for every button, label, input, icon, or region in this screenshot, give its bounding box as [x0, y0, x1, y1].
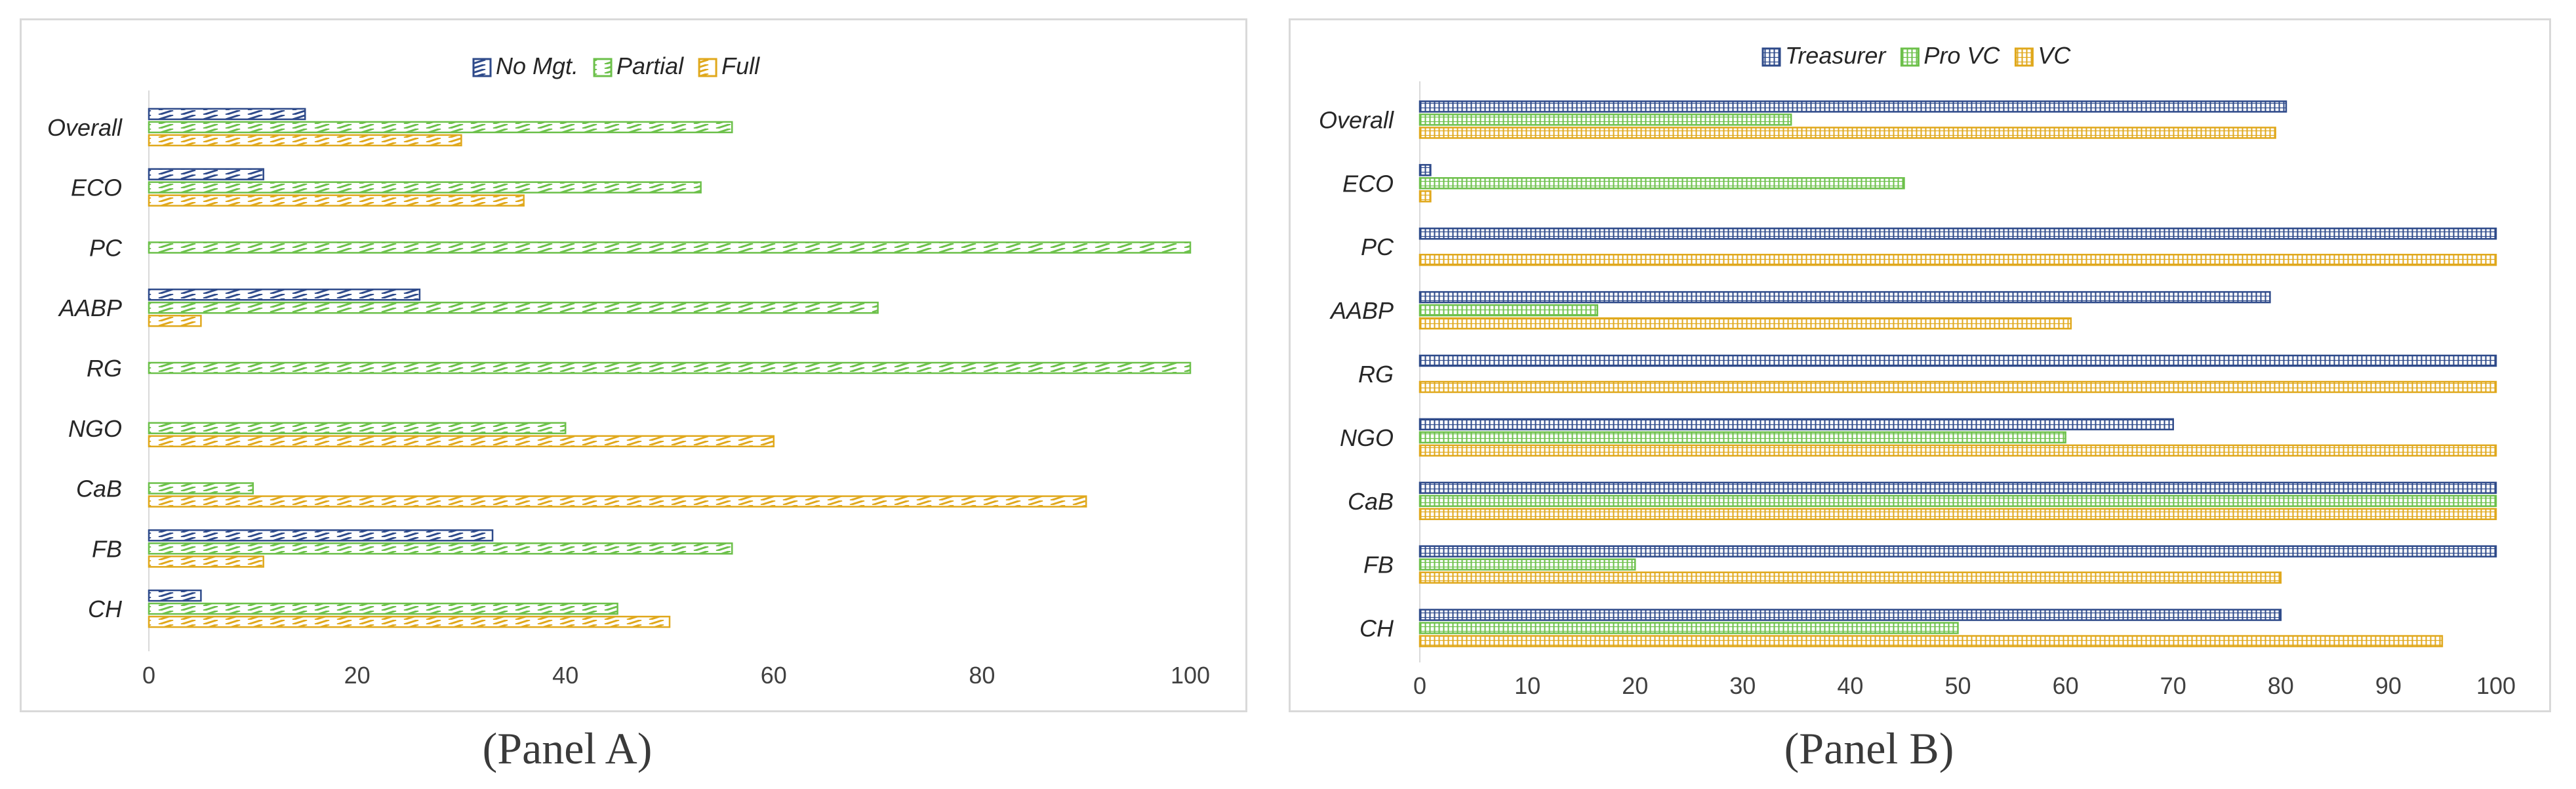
bar-no-mgt-fb	[148, 529, 494, 542]
x-tick-label: 90	[2375, 672, 2402, 699]
category-label: Overall	[1319, 106, 1394, 133]
category-label: RG	[1358, 361, 1394, 388]
bar-pro-vc-cab	[1419, 495, 2497, 508]
x-tick-label: 60	[2053, 672, 2079, 699]
bar-treasurer-overall	[1419, 100, 2287, 113]
category-label: PC	[1361, 233, 1394, 260]
bar-pro-vc-ch	[1419, 622, 1959, 634]
bar-pro-vc-fb	[1419, 558, 1636, 571]
bar-pro-vc-ngo	[1419, 431, 2066, 444]
bar-vc-cab	[1419, 508, 2497, 521]
category-label: AABP	[1329, 297, 1394, 324]
category-label: NGO	[1340, 424, 1394, 451]
legend-label: VC	[2038, 42, 2071, 69]
category-label: ECO	[71, 174, 122, 201]
bar-partial-eco	[148, 181, 702, 193]
legend-swatch	[1761, 47, 1781, 67]
x-tick-label: 30	[1729, 672, 1756, 699]
bar-treasurer-pc	[1419, 227, 2497, 240]
bar-treasurer-aabp	[1419, 291, 2271, 304]
category-label: PC	[89, 234, 123, 261]
bar-full-eco	[148, 194, 525, 207]
bar-partial-pc	[148, 241, 1192, 254]
x-tick-label: 10	[1514, 672, 1540, 699]
legend-label: Full	[721, 52, 760, 79]
bar-no-mgt-aabp	[148, 288, 421, 301]
bar-vc-ngo	[1419, 444, 2497, 457]
legend-swatch	[472, 58, 492, 77]
bar-partial-ch	[148, 602, 618, 615]
legend-label: Pro VC	[1923, 42, 2000, 69]
bar-vc-aabp	[1419, 317, 2072, 330]
category-label: RG	[87, 355, 122, 382]
bar-pro-vc-overall	[1419, 113, 1792, 126]
panel-b-caption: (Panel B)	[1784, 723, 1954, 773]
bar-vc-overall	[1419, 127, 2276, 139]
category-label: CaB	[1348, 488, 1394, 515]
panel-a-caption: (Panel A)	[482, 723, 653, 773]
x-tick-label: 0	[142, 662, 155, 689]
category-label: CH	[88, 596, 123, 622]
bar-partial-fb	[148, 542, 733, 555]
bar-no-mgt-eco	[148, 168, 264, 180]
bar-vc-ch	[1419, 635, 2444, 647]
category-label: CH	[1359, 615, 1394, 642]
category-label: AABP	[58, 294, 122, 321]
bar-treasurer-ngo	[1419, 418, 2174, 431]
category-label: NGO	[68, 415, 122, 442]
legend-label: No Mgt.	[496, 52, 578, 79]
bar-partial-overall	[148, 121, 733, 134]
bar-partial-cab	[148, 482, 254, 495]
category-label: FB	[1363, 552, 1394, 578]
legend-label: Treasurer	[1785, 42, 1887, 69]
bar-vc-eco	[1419, 190, 1432, 203]
category-label: Overall	[47, 114, 123, 141]
category-label: ECO	[1342, 170, 1394, 197]
legend-swatch	[1900, 47, 1920, 67]
bar-full-ngo	[148, 435, 775, 448]
bar-full-fb	[148, 556, 264, 568]
x-tick-label: 100	[2476, 672, 2516, 699]
category-label: CaB	[76, 475, 122, 502]
bar-treasurer-cab	[1419, 481, 2497, 495]
bar-partial-ngo	[148, 422, 567, 435]
legend-label: Partial	[616, 52, 684, 79]
bar-treasurer-rg	[1419, 354, 2497, 367]
bar-partial-rg	[148, 361, 1192, 374]
legend-swatch	[2014, 47, 2034, 67]
x-tick-label: 100	[1171, 662, 1210, 689]
x-tick-label: 40	[1837, 672, 1863, 699]
legend-swatch	[698, 58, 717, 77]
bar-treasurer-ch	[1419, 609, 2282, 621]
bar-treasurer-eco	[1419, 164, 1432, 176]
x-tick-label: 20	[1622, 672, 1648, 699]
bar-partial-aabp	[148, 301, 879, 314]
x-tick-label: 80	[2268, 672, 2294, 699]
bar-vc-rg	[1419, 380, 2497, 394]
bar-vc-pc	[1419, 253, 2497, 266]
bar-full-ch	[148, 615, 671, 628]
bar-full-cab	[148, 495, 1087, 508]
x-tick-label: 60	[761, 662, 787, 689]
bar-treasurer-fb	[1419, 545, 2497, 557]
bar-full-aabp	[148, 314, 202, 327]
legend-swatch	[593, 58, 613, 77]
bar-vc-fb	[1419, 571, 2282, 584]
bar-pro-vc-aabp	[1419, 304, 1599, 317]
x-tick-label: 80	[969, 662, 995, 689]
x-tick-label: 20	[344, 662, 371, 689]
panel-b-chart: Overall ECO PC AABP RG NGO CaB FB CH 0 10 20 30 40 50 6…	[1319, 42, 2516, 699]
bar-full-overall	[148, 134, 462, 147]
x-tick-label: 50	[1944, 672, 1971, 699]
x-tick-label: 70	[2160, 672, 2186, 699]
bar-no-mgt-overall	[148, 108, 306, 121]
x-tick-label: 40	[552, 662, 578, 689]
x-tick-label: 0	[1413, 672, 1426, 699]
bar-no-mgt-ch	[148, 589, 202, 602]
bar-pro-vc-eco	[1419, 177, 1905, 190]
category-label: FB	[92, 535, 122, 562]
panel-a-chart: Overall ECO PC AABP RG NGO CaB FB CH 0 20 40 60 80 100…	[47, 52, 1210, 689]
